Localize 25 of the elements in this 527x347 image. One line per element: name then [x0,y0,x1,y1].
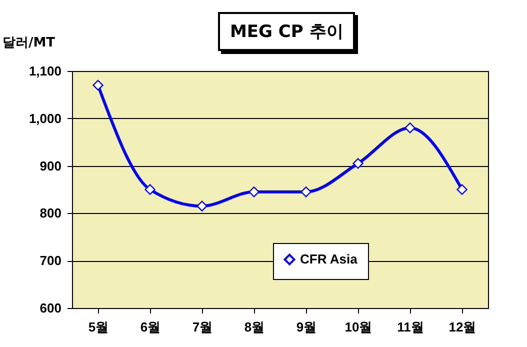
x-tick-label: 5월 [88,320,109,334]
y-tick-label: 1,000 [28,110,62,126]
legend-label: CFR Asia [300,252,358,266]
x-tick-label: 10월 [344,320,372,334]
point [196,200,208,212]
point [300,186,312,198]
point [248,186,260,198]
point [92,80,104,91]
y-tick-label: 1,100 [28,64,62,78]
y-tick-label: 700 [40,253,62,268]
point [404,122,416,134]
y-tick-label: 800 [40,206,62,221]
y-tick-label: 900 [40,158,62,174]
point [144,184,156,195]
x-tick-label: 6월 [140,320,161,334]
x-tick-label: 12월 [448,320,476,334]
y-tick-label: 600 [40,300,62,316]
x-tick-label: 7월 [192,320,213,334]
x-tick-label: 9월 [296,320,317,334]
x-tick-label: 8월 [244,320,265,334]
point [456,184,468,195]
chart-title: MEG CP 추이 [218,12,356,51]
y-axis-title: 달러/MT [2,36,56,50]
point [352,158,364,169]
x-tick-label: 11월 [397,320,424,334]
